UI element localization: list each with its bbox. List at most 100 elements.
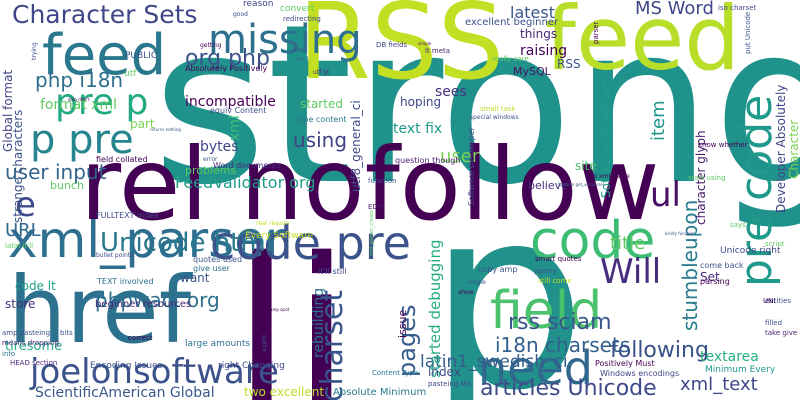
- cloud-word: trying: [31, 42, 38, 60]
- cloud-word: item: [648, 100, 669, 141]
- cloud-word: show: [458, 289, 474, 296]
- cloud-word: raising: [520, 43, 568, 59]
- cloud-word: Software Developer: [467, 127, 476, 206]
- cloud-word: parser: [592, 21, 600, 44]
- cloud-word: xml: [227, 115, 243, 141]
- cloud-word: reason: [243, 0, 274, 9]
- cloud-word: site: [575, 159, 597, 173]
- cloud-word: FULLTEXT index: [96, 211, 159, 220]
- cloud-word: user input: [5, 160, 107, 184]
- cloud-word: textarea: [700, 349, 759, 365]
- cloud-word: ScientificAmerican Global: [35, 385, 215, 400]
- cloud-word: give user: [193, 264, 230, 273]
- cloud-word: started: [300, 97, 343, 111]
- cloud-word: copy amp: [478, 265, 518, 274]
- cloud-word: simple: [418, 41, 432, 46]
- cloud-word: ul: [650, 175, 681, 215]
- cloud-word: Type content: [295, 115, 347, 124]
- cloud-word: real reason: [256, 220, 290, 227]
- cloud-word: iso charset: [718, 4, 757, 12]
- cloud-word: feed: [545, 0, 741, 90]
- cloud-word: strong: [152, 0, 800, 233]
- cloud-word: code lt: [15, 279, 56, 293]
- cloud-word: p pre: [30, 117, 134, 163]
- cloud-word: filled: [765, 319, 783, 327]
- cloud-word: kindly function: [665, 231, 695, 236]
- cloud-word: amp quot: [270, 307, 290, 312]
- cloud-word: pasteing MS: [428, 380, 471, 388]
- cloud-word: bullet points: [96, 252, 134, 259]
- cloud-word: function: [368, 177, 397, 185]
- cloud-word: put Unicode: [744, 11, 752, 54]
- cloud-word: it'll still: [318, 267, 347, 276]
- cloud-word: beginner resources: [95, 299, 192, 310]
- cloud-word: come back: [700, 261, 744, 270]
- cloud-word: two excellent: [244, 385, 325, 399]
- cloud-word: joelonsoftware: [30, 352, 279, 392]
- cloud-word: rss sciam: [508, 310, 612, 335]
- cloud-word: strange characters: [11, 109, 25, 223]
- cloud-word: using: [293, 128, 348, 152]
- cloud-word: index: [428, 365, 461, 379]
- cloud-word: excellent beginner: [465, 17, 559, 28]
- cloud-word: missing: [208, 17, 362, 63]
- cloud-word: hoping: [400, 95, 442, 109]
- cloud-word: info: [2, 350, 16, 358]
- cloud-word: href: [8, 257, 192, 364]
- cloud-word: Unicode html: [100, 228, 273, 258]
- cloud-word: believe: [528, 179, 568, 192]
- cloud-word: latest: [510, 3, 555, 22]
- cloud-word: Content Type: [372, 369, 419, 377]
- cloud-word: FeedValidator org: [175, 173, 316, 192]
- cloud-word: says: [730, 221, 746, 229]
- cloud-word: DB fields: [376, 41, 408, 49]
- cloud-word: HEAD section: [10, 359, 58, 367]
- cloud-word: returns nothing: [150, 127, 181, 132]
- cloud-word: xml_parser: [8, 211, 286, 269]
- cloud-word: bunch: [50, 179, 84, 192]
- cloud-word: correct: [128, 334, 153, 342]
- cloud-word: special windows: [470, 114, 519, 121]
- cloud-word: Word documents: [213, 161, 281, 170]
- cloud-word: pre p: [55, 82, 149, 123]
- cloud-word: URL: [5, 220, 41, 241]
- cloud-word: data didn't: [68, 97, 90, 102]
- cloud-word: amp pasteing: [2, 329, 51, 337]
- cloud-word: need: [478, 341, 593, 395]
- cloud-word: Absolutely Positively: [185, 64, 268, 73]
- cloud-word: issue: [396, 309, 409, 338]
- cloud-word: articles Unicode: [480, 376, 657, 400]
- cloud-word: Minimum Every: [705, 365, 776, 375]
- cloud-word: tiresome: [5, 339, 63, 354]
- cloud-word: field collated: [96, 155, 148, 164]
- cloud-word: started debugging: [426, 239, 444, 378]
- cloud-word: start using: [688, 174, 726, 182]
- cloud-word: agent: [261, 334, 268, 352]
- cloud-word: feed: [42, 23, 167, 88]
- cloud-word: MySQL: [513, 65, 551, 78]
- cloud-word: Windows encodings: [600, 369, 680, 378]
- cloud-word: Positively Must: [595, 359, 655, 368]
- cloud-word: code pre: [210, 216, 411, 270]
- cloud-word: want: [180, 271, 210, 285]
- cloud-word: smart quotes: [535, 255, 582, 263]
- cloud-word: take give: [765, 329, 798, 337]
- cloud-word: bytes: [200, 139, 239, 155]
- cloud-word: Character: [787, 119, 800, 179]
- cloud-word: line: [293, 47, 304, 54]
- cloud-word: org php: [185, 46, 270, 71]
- cloud-word: problems: [185, 164, 237, 177]
- cloud-word: quotes used: [193, 255, 243, 264]
- cloud-word: utf8_general_ci: [349, 100, 363, 192]
- cloud-word: li: [232, 212, 352, 400]
- cloud-word: latin1_swedish_ci: [420, 352, 568, 372]
- cloud-word: equiv Content: [210, 106, 267, 115]
- cloud-word: ex xml_parse: [590, 173, 630, 180]
- cloud-word: EDIT: [368, 203, 385, 211]
- cloud-word: bits: [60, 329, 73, 337]
- cloud-word: entities: [765, 297, 792, 305]
- cloud-word: small task: [480, 105, 516, 113]
- cloud-word: MS Word: [635, 0, 714, 19]
- cloud-word: part: [130, 117, 155, 131]
